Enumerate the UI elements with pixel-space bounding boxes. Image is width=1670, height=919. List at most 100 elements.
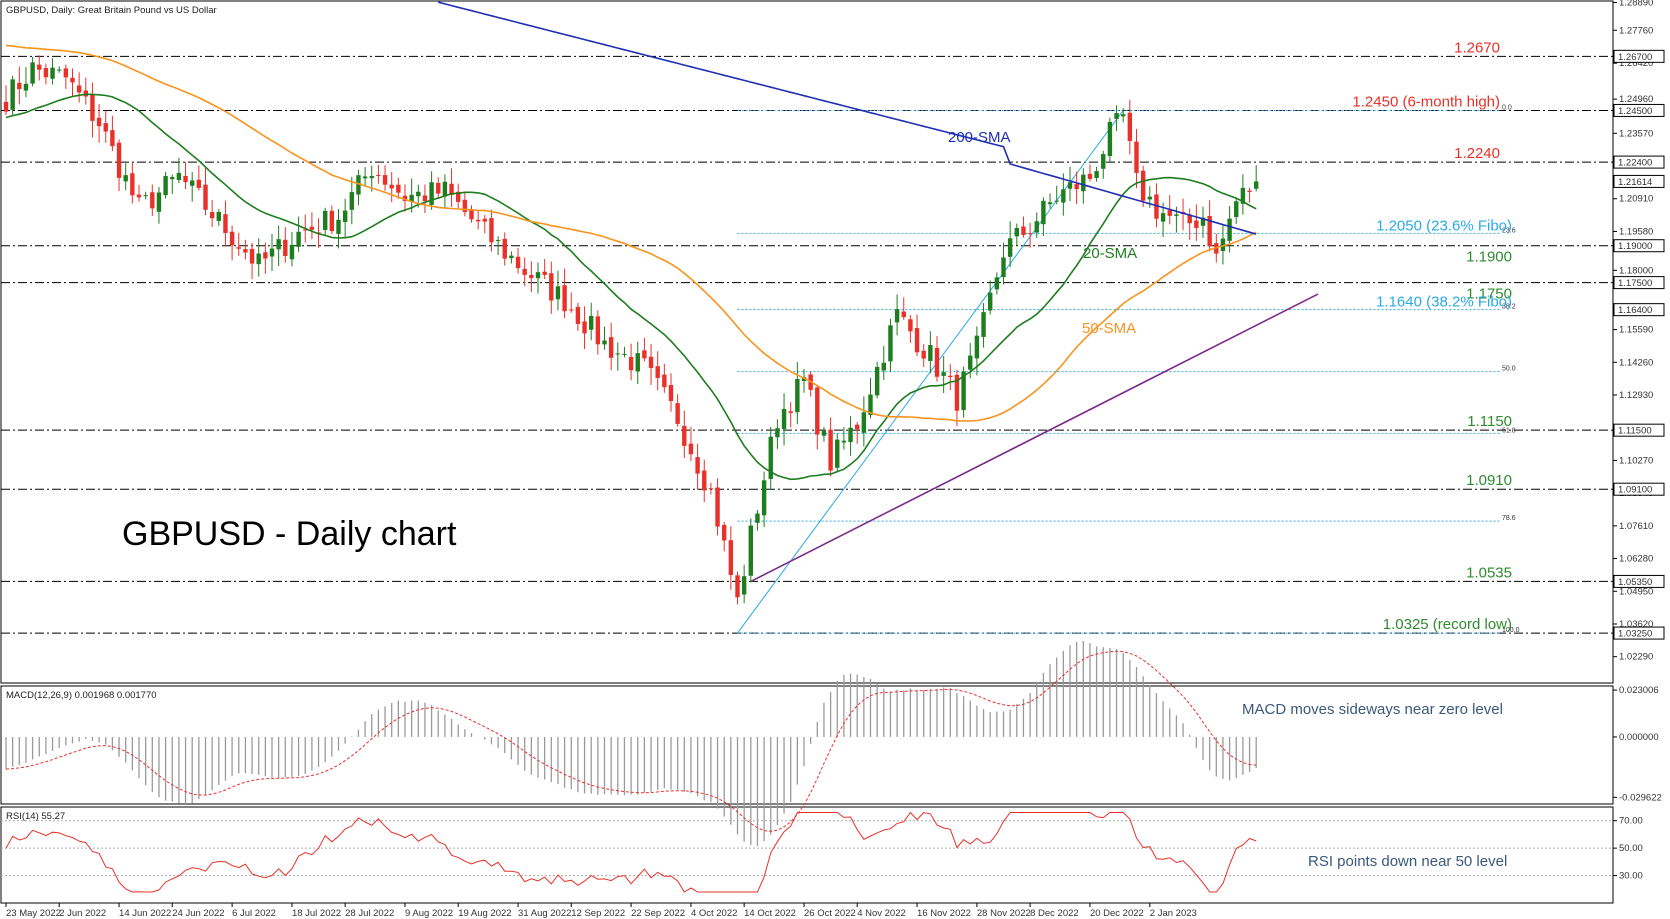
x-tick-label-12: 4 Oct 2022 bbox=[691, 908, 737, 919]
price-tag-box-5 bbox=[1613, 276, 1665, 290]
candle-body-45 bbox=[303, 229, 308, 231]
y-tick-label-18: 1.02290 bbox=[1619, 652, 1653, 663]
candle-body-81 bbox=[542, 271, 547, 275]
price-tag-box-7 bbox=[1613, 423, 1665, 437]
candle-body-68 bbox=[456, 191, 461, 202]
candle-body-54 bbox=[362, 176, 368, 179]
candle-body-104 bbox=[695, 457, 700, 474]
candle-body-69 bbox=[462, 199, 468, 213]
price-tag-box-6 bbox=[1613, 303, 1665, 317]
candle-body-8 bbox=[57, 69, 62, 71]
candle-body-129 bbox=[861, 412, 867, 433]
level-label-4: 1.1750 bbox=[1466, 286, 1512, 303]
y-tick-label-2: 1.26420 bbox=[1619, 58, 1653, 69]
candle-body-141 bbox=[941, 372, 946, 376]
y-tick-label-4: 1.23570 bbox=[1619, 128, 1653, 139]
candle-body-6 bbox=[43, 68, 49, 78]
price-tag-box-9 bbox=[1613, 574, 1665, 588]
candle-body-166 bbox=[1107, 121, 1113, 156]
x-tick-label-0: 23 May 2022 bbox=[6, 908, 61, 919]
candle-body-152 bbox=[1014, 227, 1019, 237]
y-tick-label-16: 1.04950 bbox=[1619, 586, 1653, 597]
candle-body-86 bbox=[575, 306, 581, 324]
candle-body-159 bbox=[1061, 189, 1066, 203]
level-label-1: 1.2450 (6-month high) bbox=[1352, 93, 1500, 110]
candle-body-143 bbox=[954, 374, 960, 411]
candle-body-25 bbox=[170, 177, 175, 180]
price-tag-box-3 bbox=[1613, 174, 1665, 188]
x-tick-label-17: 28 Nov 2022 bbox=[977, 908, 1031, 919]
macd-header: MACD(12,26,9) 0.001968 0.001770 bbox=[6, 690, 157, 701]
candle-body-183 bbox=[1220, 238, 1226, 251]
candle-body-150 bbox=[1001, 257, 1006, 278]
candle-body-162 bbox=[1081, 174, 1086, 192]
y-tick-label-0: 1.28890 bbox=[1619, 0, 1653, 8]
candle-body-72 bbox=[482, 218, 487, 222]
candle-body-100 bbox=[668, 385, 674, 401]
rsi-panel bbox=[0, 806, 1614, 904]
fibo-label-2: 1.1640 (38.2% Fibo) bbox=[1376, 294, 1512, 311]
candle-body-15 bbox=[103, 123, 108, 132]
candle-body-4 bbox=[30, 62, 35, 84]
candle-body-169 bbox=[1127, 112, 1133, 141]
price-tag-10: 1.03250 bbox=[1618, 629, 1652, 640]
sma200-line bbox=[438, 1, 1257, 235]
candle-body-161 bbox=[1074, 184, 1079, 190]
candle-body-49 bbox=[329, 210, 335, 232]
support-trendline bbox=[750, 293, 1319, 583]
candle-body-186 bbox=[1240, 187, 1246, 204]
candle-body-165 bbox=[1101, 154, 1106, 169]
candle-body-140 bbox=[934, 347, 940, 377]
candle-body-147 bbox=[981, 312, 986, 337]
y-tick-label-15: 1.06280 bbox=[1619, 554, 1653, 565]
200-sma-label: 200-SMA bbox=[948, 129, 1011, 146]
fibo-tag-1: 23.6 bbox=[1502, 227, 1516, 234]
candle-body-65 bbox=[436, 182, 441, 194]
x-tick-label-9: 31 Aug 2022 bbox=[518, 908, 571, 919]
candle-body-58 bbox=[389, 184, 394, 189]
x-tick-label-6: 28 Jul 2022 bbox=[345, 908, 394, 919]
candle-body-167 bbox=[1114, 113, 1119, 119]
candle-body-75 bbox=[502, 238, 507, 259]
x-tick-label-4: 6 Jul 2022 bbox=[232, 908, 276, 919]
moving-averages bbox=[5, 1, 1257, 481]
candle-body-24 bbox=[163, 176, 168, 196]
candle-body-41 bbox=[276, 239, 281, 250]
x-tick-label-11: 22 Sep 2022 bbox=[631, 908, 685, 919]
price-tag-2: 1.22400 bbox=[1618, 158, 1652, 169]
candle-body-47 bbox=[316, 232, 321, 234]
trendline bbox=[750, 293, 1319, 583]
x-tick-label-15: 4 Nov 2022 bbox=[857, 908, 906, 919]
candlesticks bbox=[3, 55, 1259, 605]
candle-body-114 bbox=[761, 480, 767, 516]
candle-body-139 bbox=[928, 345, 933, 361]
candle-body-160 bbox=[1067, 182, 1073, 189]
candle-body-138 bbox=[921, 350, 926, 359]
price-tag-box-10 bbox=[1613, 626, 1665, 640]
candle-body-93 bbox=[622, 353, 627, 355]
rsi-tick-label-1: 50.00 bbox=[1619, 843, 1643, 854]
fibo-label-1: 1.2050 (23.6% Fibo) bbox=[1376, 217, 1512, 234]
candle-body-99 bbox=[662, 374, 667, 388]
candle-body-77 bbox=[515, 256, 521, 269]
candle-body-146 bbox=[974, 335, 980, 359]
candle-body-56 bbox=[376, 174, 381, 176]
candle-body-108 bbox=[722, 525, 727, 541]
y-tick-label-3: 1.24960 bbox=[1619, 94, 1653, 105]
candle-body-35 bbox=[236, 247, 241, 249]
level-label-2: 1.2240 bbox=[1454, 145, 1500, 162]
x-tick-label-13: 14 Oct 2022 bbox=[744, 908, 796, 919]
candle-body-105 bbox=[702, 470, 707, 491]
candle-body-185 bbox=[1234, 201, 1239, 218]
candle-body-118 bbox=[788, 411, 793, 413]
rsi-header: RSI(14) 55.27 bbox=[6, 811, 65, 822]
y-tick-label-14: 1.07610 bbox=[1619, 521, 1653, 532]
candle-body-172 bbox=[1147, 196, 1152, 200]
candle-body-103 bbox=[688, 443, 694, 455]
candle-body-20 bbox=[136, 194, 142, 198]
candle-body-14 bbox=[96, 117, 102, 127]
candle-body-149 bbox=[994, 277, 1000, 290]
candle-body-158 bbox=[1054, 200, 1059, 202]
macd-panel bbox=[0, 685, 1614, 805]
rsi-annotation: RSI points down near 50 level bbox=[1308, 853, 1507, 870]
